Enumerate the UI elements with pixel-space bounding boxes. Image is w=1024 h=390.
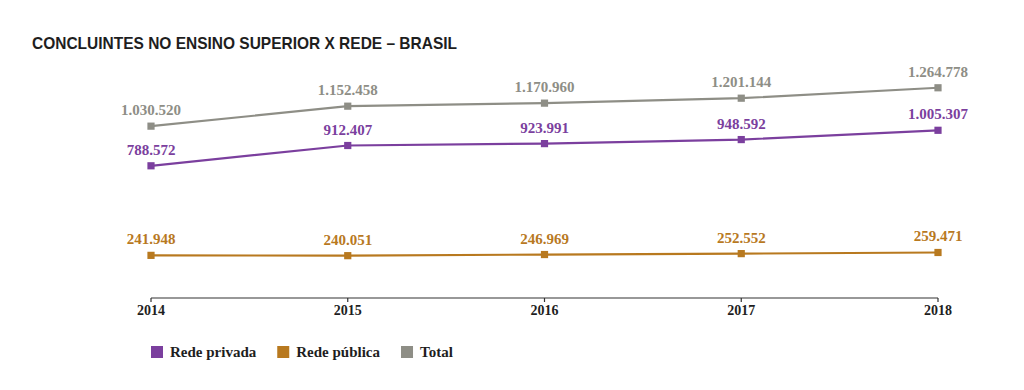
series-marker bbox=[541, 251, 548, 258]
data-label: 259.471 bbox=[914, 228, 963, 244]
series-line bbox=[151, 130, 938, 166]
series-marker bbox=[934, 84, 941, 91]
legend-label: Rede pública bbox=[296, 344, 380, 360]
data-label: 1.201.144 bbox=[711, 74, 772, 90]
x-tick-label: 2017 bbox=[727, 303, 755, 318]
x-tick bbox=[150, 298, 151, 302]
x-tick bbox=[937, 298, 938, 302]
data-label: 1.030.520 bbox=[121, 102, 181, 118]
series-marker bbox=[147, 123, 154, 130]
x-tick-label: 2016 bbox=[531, 303, 559, 318]
legend-swatch bbox=[277, 346, 289, 358]
x-tick-label: 2014 bbox=[137, 303, 165, 318]
x-tick bbox=[741, 298, 742, 302]
chart-svg: CONCLUINTES NO ENSINO SUPERIOR X REDE – … bbox=[0, 0, 1024, 390]
data-label: 923.991 bbox=[520, 120, 569, 136]
legend-label: Total bbox=[420, 344, 453, 360]
series-marker bbox=[147, 252, 154, 259]
series-marker bbox=[934, 127, 941, 134]
series-marker bbox=[934, 249, 941, 256]
chart-title: CONCLUINTES NO ENSINO SUPERIOR X REDE – … bbox=[32, 34, 457, 53]
series-marker bbox=[344, 103, 351, 110]
data-label: 246.969 bbox=[520, 231, 569, 247]
data-label: 1.264.778 bbox=[908, 64, 968, 80]
data-label: 948.592 bbox=[717, 116, 766, 132]
plot-area bbox=[147, 84, 941, 259]
legend-label: Rede privada bbox=[170, 344, 257, 360]
series-marker bbox=[541, 100, 548, 107]
data-label: 1.005.307 bbox=[908, 106, 969, 122]
series-marker bbox=[541, 140, 548, 147]
series-marker bbox=[147, 162, 154, 169]
data-label: 912.407 bbox=[323, 122, 372, 138]
x-tick bbox=[544, 298, 545, 302]
data-label: 252.552 bbox=[717, 230, 766, 246]
series-marker bbox=[738, 136, 745, 143]
data-label: 241.948 bbox=[127, 231, 176, 247]
series-marker bbox=[344, 252, 351, 259]
series-marker bbox=[344, 142, 351, 149]
x-tick bbox=[347, 298, 348, 302]
x-tick-label: 2015 bbox=[334, 303, 362, 318]
legend-swatch bbox=[401, 346, 413, 358]
series-marker bbox=[738, 95, 745, 102]
series-marker bbox=[738, 250, 745, 257]
x-tick-label: 2018 bbox=[924, 303, 952, 318]
legend-swatch bbox=[151, 346, 163, 358]
data-label: 788.572 bbox=[127, 142, 176, 158]
data-label: 1.152.458 bbox=[318, 82, 378, 98]
data-label: 1.170.960 bbox=[515, 79, 575, 95]
data-label: 240.051 bbox=[323, 232, 372, 248]
